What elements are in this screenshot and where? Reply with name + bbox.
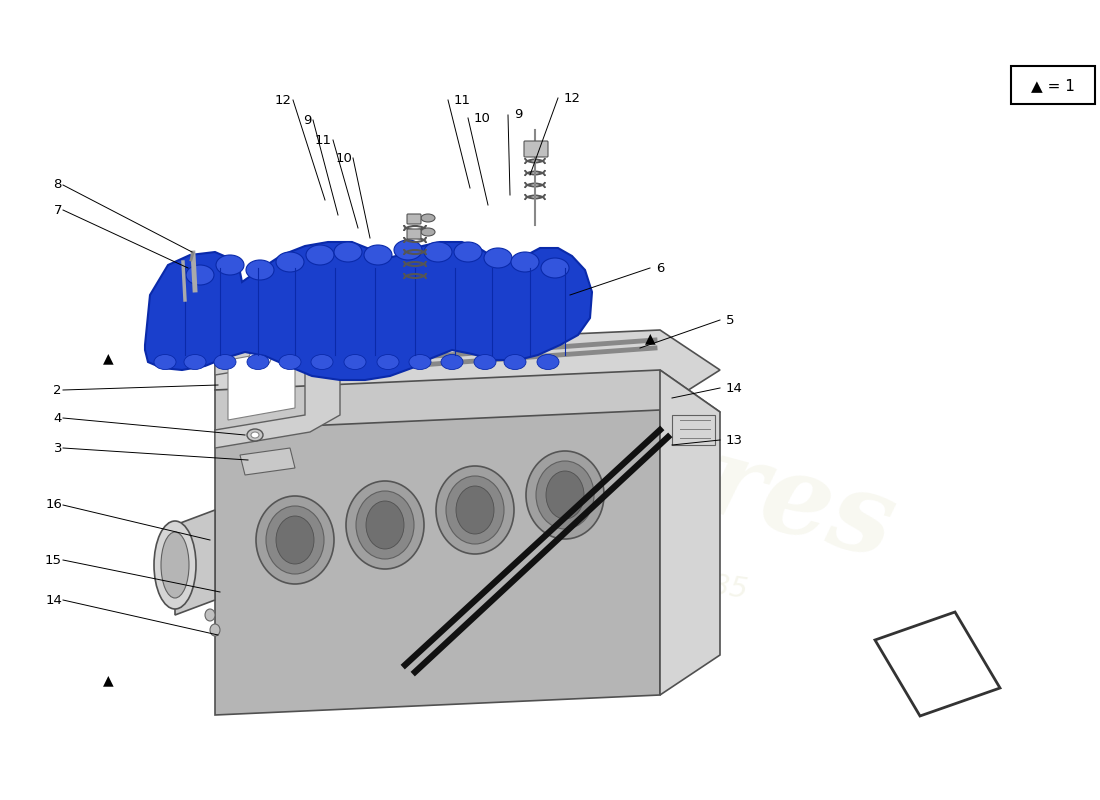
FancyBboxPatch shape [407,229,421,239]
Text: 4: 4 [54,411,62,425]
FancyBboxPatch shape [1011,66,1094,104]
Ellipse shape [366,501,404,549]
Ellipse shape [205,609,214,621]
Text: 7: 7 [54,203,62,217]
Ellipse shape [186,265,214,285]
Ellipse shape [504,354,526,370]
Ellipse shape [248,429,263,441]
Ellipse shape [394,240,422,260]
Ellipse shape [346,481,424,569]
Text: 5: 5 [726,314,735,326]
Ellipse shape [421,214,434,222]
Ellipse shape [276,516,314,564]
Text: ▲: ▲ [645,331,656,345]
Ellipse shape [279,354,301,370]
Ellipse shape [249,349,271,367]
Polygon shape [214,410,660,715]
Ellipse shape [256,496,334,584]
Text: 15: 15 [45,554,62,566]
Ellipse shape [154,521,196,609]
Ellipse shape [484,248,512,268]
Text: 12: 12 [275,94,292,106]
Polygon shape [660,370,720,695]
Text: ▲ = 1: ▲ = 1 [1031,78,1075,94]
Text: ▲: ▲ [102,351,113,365]
Ellipse shape [161,532,189,598]
Ellipse shape [248,354,270,370]
Ellipse shape [474,354,496,370]
Ellipse shape [546,471,584,519]
Text: eurospares: eurospares [213,299,906,581]
Ellipse shape [377,354,399,370]
Ellipse shape [276,252,304,272]
Ellipse shape [512,252,539,272]
Text: 9: 9 [304,114,312,126]
Polygon shape [874,612,1000,716]
Text: 14: 14 [726,382,742,394]
Text: 10: 10 [336,151,352,165]
Ellipse shape [306,245,334,265]
Ellipse shape [251,432,258,438]
Ellipse shape [409,354,431,370]
Ellipse shape [541,258,569,278]
Ellipse shape [216,255,244,275]
Text: 2: 2 [54,383,62,397]
Text: 13: 13 [726,434,742,446]
Ellipse shape [311,354,333,370]
Text: 12: 12 [564,91,581,105]
Text: 3: 3 [54,442,62,454]
Polygon shape [228,348,295,420]
Ellipse shape [436,466,514,554]
Polygon shape [240,448,295,475]
Ellipse shape [446,476,504,544]
Ellipse shape [356,491,414,559]
Text: 10: 10 [474,111,491,125]
Ellipse shape [421,228,434,236]
Ellipse shape [537,354,559,370]
Text: a passion for parts since 1985: a passion for parts since 1985 [310,515,750,605]
Ellipse shape [441,354,463,370]
Text: 14: 14 [45,594,62,606]
Text: 6: 6 [656,262,664,274]
Text: 11: 11 [454,94,471,106]
Polygon shape [214,370,720,450]
Ellipse shape [454,242,482,262]
Ellipse shape [214,354,236,370]
Ellipse shape [210,624,220,636]
Ellipse shape [334,242,362,262]
Ellipse shape [424,242,452,262]
Text: 9: 9 [514,109,522,122]
Polygon shape [145,242,592,380]
Ellipse shape [184,354,206,370]
FancyBboxPatch shape [407,214,421,224]
Ellipse shape [344,354,366,370]
Text: 16: 16 [45,498,62,511]
Text: 8: 8 [54,178,62,191]
Text: 11: 11 [315,134,332,146]
Polygon shape [214,330,720,408]
Polygon shape [175,510,214,615]
Ellipse shape [526,451,604,539]
Ellipse shape [154,354,176,370]
Polygon shape [672,415,715,445]
Ellipse shape [266,506,324,574]
FancyBboxPatch shape [524,141,548,157]
Ellipse shape [536,461,594,529]
Ellipse shape [364,245,392,265]
Ellipse shape [246,260,274,280]
Text: ▲: ▲ [102,673,113,687]
Ellipse shape [456,486,494,534]
Polygon shape [214,330,340,448]
